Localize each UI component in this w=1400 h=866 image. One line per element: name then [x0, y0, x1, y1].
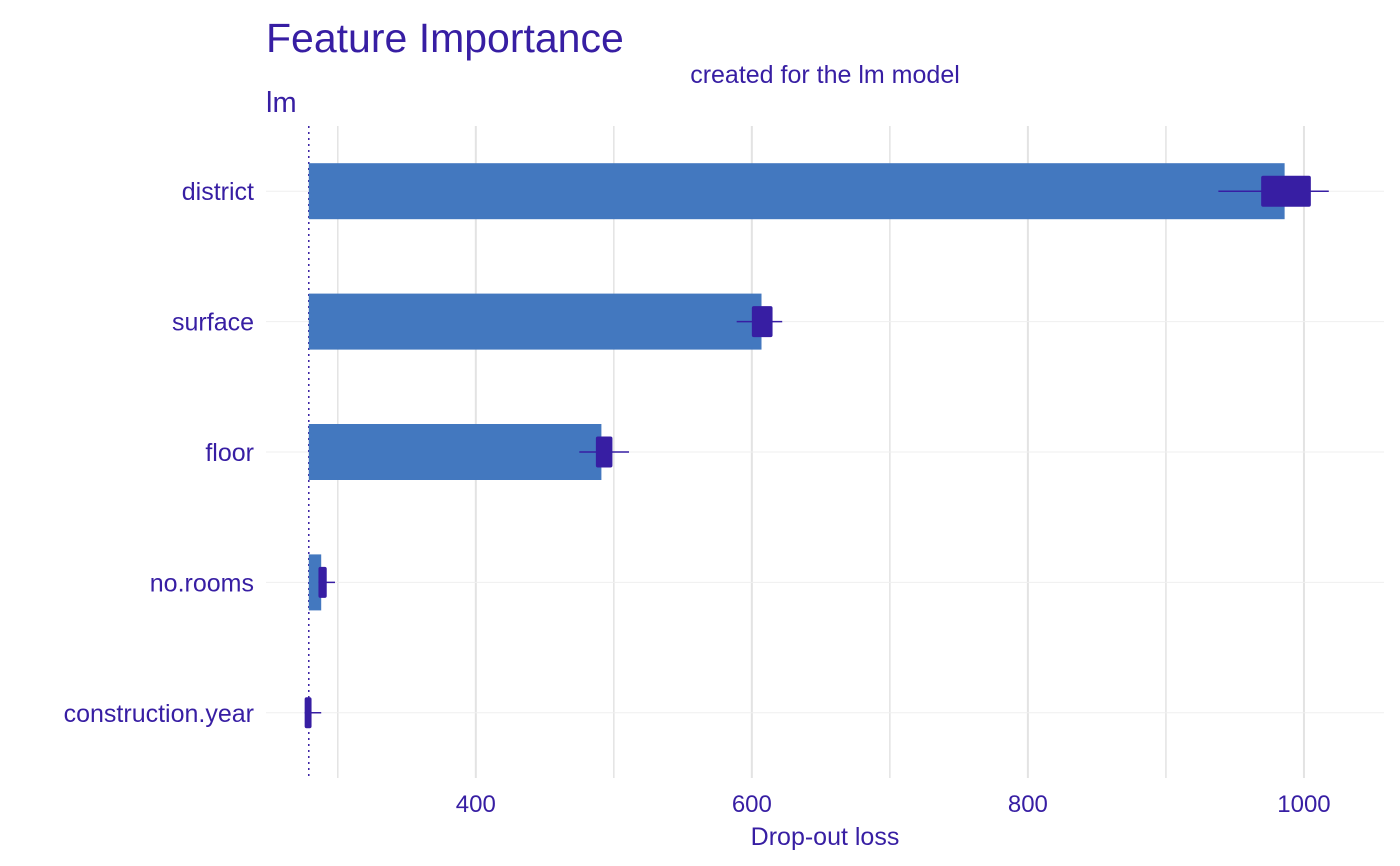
boxplot-box	[304, 697, 312, 729]
boxplot-box	[751, 306, 773, 338]
label-layer: district surface floor no.rooms construction…	[64, 178, 1331, 818]
x-tick-label: 1000	[1277, 791, 1330, 818]
boxplot-box	[595, 436, 613, 468]
chart-title: Feature Importance	[266, 15, 624, 61]
x-axis-title: Drop-out loss	[751, 823, 900, 851]
x-tick-label: 600	[732, 791, 772, 818]
category-label: surface	[172, 309, 254, 337]
category-label: district	[182, 178, 254, 206]
panel-label: lm	[266, 87, 297, 119]
chart-subtitle: created for the lm model	[690, 61, 960, 89]
boxplot-layer	[304, 175, 1329, 729]
bar	[308, 293, 762, 350]
category-label: no.rooms	[150, 569, 254, 597]
category-label: construction.year	[64, 700, 254, 728]
bar	[308, 554, 322, 611]
x-tick-label: 400	[456, 791, 496, 818]
bar-layer	[308, 163, 1285, 611]
bar	[308, 424, 602, 480]
boxplot-box	[1261, 175, 1311, 207]
x-tick-label: 800	[1008, 791, 1048, 818]
bar	[308, 163, 1285, 220]
boxplot-box	[318, 566, 327, 598]
category-label: floor	[205, 439, 254, 467]
